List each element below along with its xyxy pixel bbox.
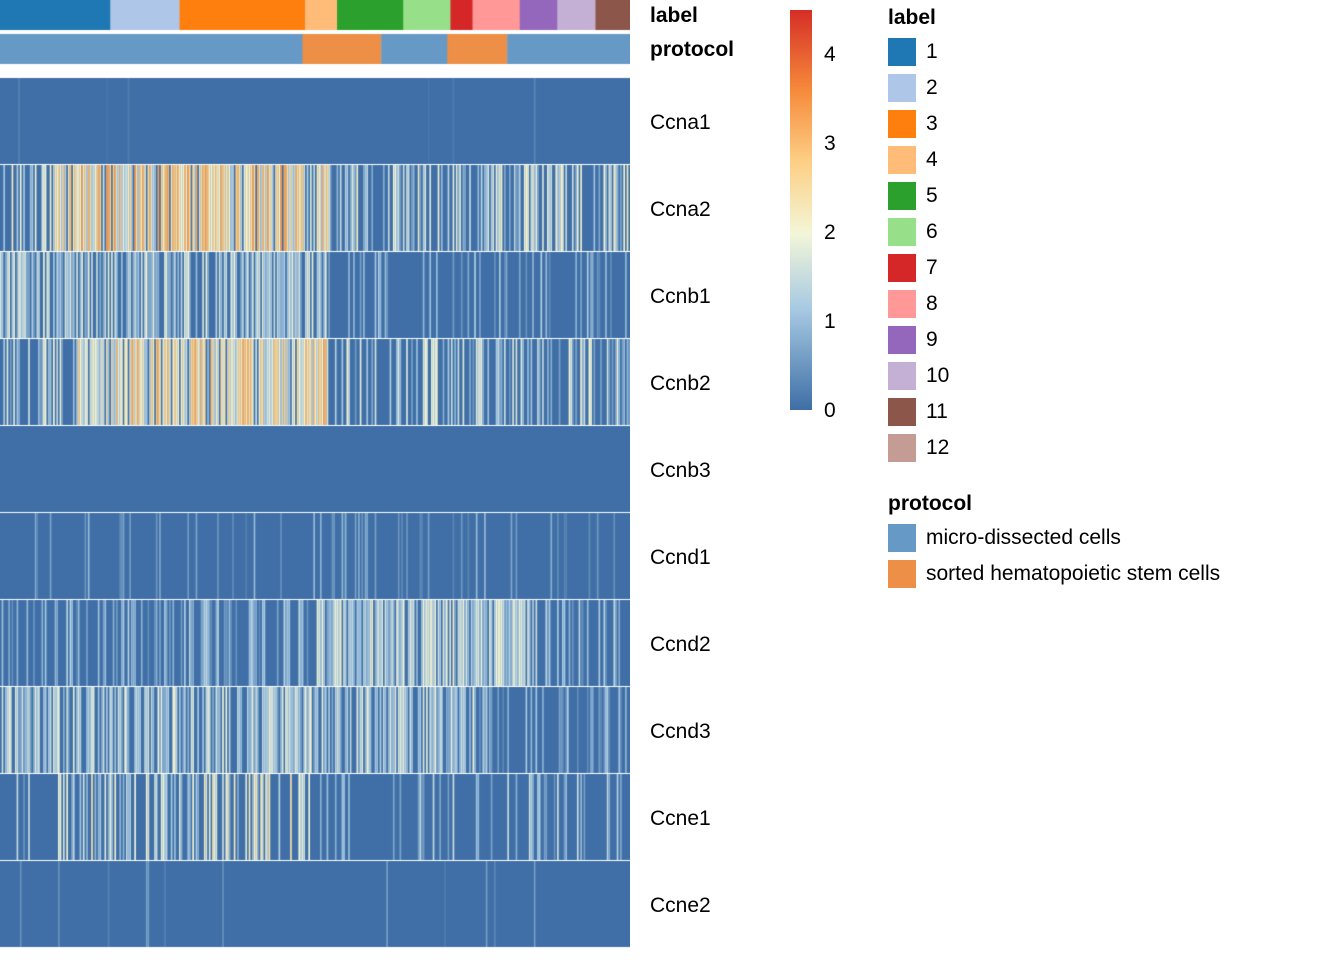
colorbar <box>790 10 812 410</box>
legend-text: 7 <box>926 256 938 280</box>
row-label: Ccnb3 <box>650 459 711 483</box>
legend-text: micro-dissected cells <box>926 526 1121 550</box>
legend-swatch <box>888 560 916 588</box>
colorbar-tick: 0 <box>824 399 836 423</box>
legend-text: 2 <box>926 76 938 100</box>
row-label: Ccnd2 <box>650 633 711 657</box>
legend-item: 4 <box>888 146 938 174</box>
row-label: Ccnb2 <box>650 372 711 396</box>
row-label: Ccnd3 <box>650 720 711 744</box>
legend-text: 8 <box>926 292 938 316</box>
legend-text: 10 <box>926 364 949 388</box>
row-label: Ccne2 <box>650 894 711 918</box>
legend-text: 4 <box>926 148 938 172</box>
legend-swatch <box>888 74 916 102</box>
figure-root: label protocol Ccna1 Ccna2 Ccnb1 Ccnb2 Ccnb3… <box>0 0 1344 960</box>
legend-text: 1 <box>926 40 938 64</box>
legend-item: micro-dissected cells <box>888 524 1121 552</box>
legend-swatch <box>888 146 916 174</box>
legend-item: 5 <box>888 182 938 210</box>
legend-text: 12 <box>926 436 949 460</box>
legend-item: 2 <box>888 74 938 102</box>
legend-item: 8 <box>888 290 938 318</box>
legend-protocol-title: protocol <box>888 492 972 516</box>
legend-swatch <box>888 290 916 318</box>
legend-item: sorted hematopoietic stem cells <box>888 560 1220 588</box>
row-label: Ccnd1 <box>650 546 711 570</box>
legend-item: 11 <box>888 398 948 426</box>
legend-swatch <box>888 434 916 462</box>
legend-text: 11 <box>926 400 948 424</box>
legend-item: 10 <box>888 362 949 390</box>
legend-item: 1 <box>888 38 938 66</box>
legend-text: 3 <box>926 112 938 136</box>
legend-item: 3 <box>888 110 938 138</box>
legend-label-title: label <box>888 6 936 30</box>
heatmap-canvas <box>0 0 630 960</box>
legend-text: sorted hematopoietic stem cells <box>926 562 1220 586</box>
legend-text: 6 <box>926 220 938 244</box>
anno-title-label: label <box>650 4 698 28</box>
legend-item: 9 <box>888 326 938 354</box>
colorbar-tick: 2 <box>824 221 836 245</box>
legend-swatch <box>888 254 916 282</box>
legend-swatch <box>888 326 916 354</box>
legend-swatch <box>888 182 916 210</box>
legend-text: 9 <box>926 328 938 352</box>
row-label: Ccna2 <box>650 198 711 222</box>
legend-swatch <box>888 218 916 246</box>
row-label: Ccna1 <box>650 111 711 135</box>
colorbar-tick: 4 <box>824 43 836 67</box>
legend-swatch <box>888 110 916 138</box>
anno-title-protocol: protocol <box>650 38 734 62</box>
legend-swatch <box>888 524 916 552</box>
row-label: Ccne1 <box>650 807 711 831</box>
legend-swatch <box>888 38 916 66</box>
legend-text: 5 <box>926 184 938 208</box>
legend-item: 12 <box>888 434 949 462</box>
legend-swatch <box>888 398 916 426</box>
colorbar-tick: 3 <box>824 132 836 156</box>
row-label: Ccnb1 <box>650 285 711 309</box>
legend-item: 6 <box>888 218 938 246</box>
legend-swatch <box>888 362 916 390</box>
legend-item: 7 <box>888 254 938 282</box>
colorbar-tick: 1 <box>824 310 836 334</box>
